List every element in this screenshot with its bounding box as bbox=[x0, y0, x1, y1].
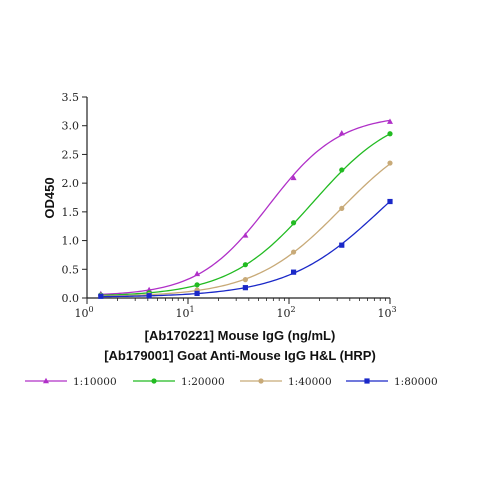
legend-label: 1:10000 bbox=[73, 376, 117, 388]
data-point bbox=[339, 205, 345, 212]
curves bbox=[100, 119, 391, 298]
series-line bbox=[100, 163, 391, 297]
data-point bbox=[290, 174, 297, 181]
data-point bbox=[194, 282, 200, 288]
legend: 1:10000 1:20000 1:40000 1:80000 bbox=[25, 376, 438, 388]
legend-label: 1:20000 bbox=[181, 376, 225, 388]
y-tick-label: 3.5 bbox=[62, 91, 80, 104]
x-tick-label: 101 bbox=[175, 305, 194, 320]
data-point bbox=[194, 290, 200, 297]
data-point bbox=[290, 220, 297, 226]
y-tick-label: 0.0 bbox=[62, 292, 80, 305]
x-tick-label: 102 bbox=[276, 305, 295, 320]
data-point bbox=[290, 269, 297, 275]
x-axis-title: [Ab170221] Mouse IgG (ng/mL) bbox=[145, 328, 336, 343]
data-point bbox=[387, 198, 393, 205]
data-point bbox=[338, 129, 345, 136]
series-line bbox=[100, 133, 391, 296]
y-tick-label: 3.0 bbox=[62, 120, 80, 133]
data-point bbox=[387, 160, 393, 166]
y-tick-label: 1.0 bbox=[62, 235, 80, 248]
axes: 0.0 0.5 1.0 1.5 2.0 2.5 3.0 3.5 100 101 102 103 bbox=[62, 91, 397, 320]
x-tick-label: 100 bbox=[74, 305, 93, 320]
data-point bbox=[242, 277, 248, 283]
data-point bbox=[339, 167, 345, 173]
data-point bbox=[387, 118, 393, 124]
x-axis-subtitle: [Ab179001] Goat Anti-Mouse IgG H&L (HRP) bbox=[104, 348, 376, 363]
data-point bbox=[194, 270, 201, 277]
markers bbox=[97, 118, 393, 299]
data-point bbox=[242, 232, 249, 238]
data-point bbox=[242, 285, 248, 291]
y-tick-label: 2.0 bbox=[62, 177, 80, 190]
y-axis-title: OD450 bbox=[42, 177, 57, 218]
data-point bbox=[146, 293, 152, 299]
y-tick-label: 2.5 bbox=[62, 148, 80, 161]
legend-marker bbox=[258, 378, 264, 384]
data-point bbox=[98, 293, 104, 299]
series-line bbox=[100, 119, 391, 296]
legend-marker bbox=[151, 378, 157, 384]
data-point bbox=[387, 131, 393, 137]
data-point bbox=[290, 249, 297, 255]
data-point bbox=[339, 242, 345, 248]
legend-marker bbox=[364, 378, 370, 384]
y-tick-label: 1.5 bbox=[62, 206, 80, 219]
x-tick-label: 103 bbox=[377, 305, 396, 320]
legend-label: 1:40000 bbox=[288, 376, 332, 388]
legend-marker bbox=[43, 377, 49, 384]
data-point bbox=[242, 262, 248, 268]
series-line bbox=[100, 200, 391, 298]
y-tick-label: 0.5 bbox=[62, 263, 80, 276]
legend-label: 1:80000 bbox=[394, 376, 438, 388]
